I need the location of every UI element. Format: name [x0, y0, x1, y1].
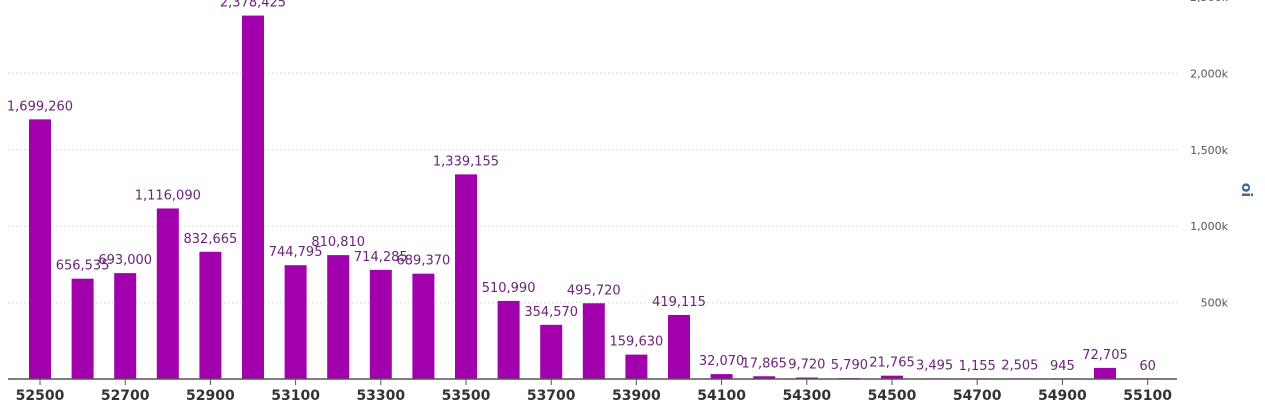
data-label: 495,720 — [567, 283, 621, 298]
data-label: 714,285 — [354, 250, 408, 265]
x-tick-label: 52700 — [101, 388, 150, 404]
data-label: 21,765 — [869, 356, 915, 371]
data-label: 1,116,090 — [135, 188, 201, 203]
data-label: 744,795 — [269, 245, 323, 260]
data-label: 32,070 — [699, 354, 745, 369]
x-tick-label: 54300 — [782, 388, 831, 404]
bar-53300[interactable] — [369, 269, 392, 379]
bar-53700[interactable] — [540, 324, 563, 379]
x-tick-label: 54700 — [953, 388, 1002, 404]
data-label: 9,720 — [788, 358, 825, 373]
bar-52700[interactable] — [114, 273, 137, 379]
bar-53500[interactable] — [455, 174, 477, 379]
data-label: 689,370 — [397, 254, 451, 269]
data-label: 1,699,260 — [7, 99, 73, 114]
data-label: 17,865 — [741, 356, 787, 371]
bar-54100[interactable] — [710, 374, 733, 379]
data-label: 832,665 — [184, 232, 238, 247]
y-tick-label: 2,000k — [1190, 67, 1228, 80]
bar-53000[interactable] — [242, 15, 264, 379]
bar-53800[interactable] — [582, 303, 605, 379]
x-tick-label: 52500 — [16, 388, 65, 404]
x-tick-label: 53300 — [356, 388, 405, 404]
data-label: 2,505 — [1001, 359, 1038, 374]
data-label: 510,990 — [482, 281, 536, 296]
x-tick-label: 54900 — [1038, 388, 1087, 404]
data-label: 810,810 — [311, 235, 365, 250]
x-tick-label: 54500 — [868, 388, 917, 404]
data-label: 693,000 — [98, 253, 152, 268]
data-label: 159,630 — [610, 335, 664, 350]
x-tick-label: 53900 — [612, 388, 661, 404]
y-tick-label: 1,000k — [1190, 220, 1228, 233]
data-label: 1,339,155 — [433, 154, 499, 169]
y-tick-label: 500k — [1201, 297, 1229, 310]
data-label: 1,155 — [959, 359, 996, 374]
y-axis-title: oi — [1238, 183, 1254, 197]
bar-53400[interactable] — [412, 273, 435, 379]
data-label: 72,705 — [1082, 348, 1128, 363]
bar-55000[interactable] — [1094, 367, 1116, 379]
bar-53900[interactable] — [625, 354, 648, 379]
y-tick-label: 1,500k — [1190, 144, 1228, 157]
bars — [29, 15, 1159, 379]
data-label: 354,570 — [524, 305, 578, 320]
y-axis-ticks: 500k 1,000k 1,500k 2,000k 2,500k — [1190, 0, 1228, 310]
bar-52500[interactable] — [29, 119, 51, 379]
bar-54500[interactable] — [881, 375, 903, 379]
data-label: 945 — [1050, 359, 1075, 374]
bar-52900[interactable] — [199, 251, 222, 379]
x-tick-label: 53500 — [442, 388, 491, 404]
bar-54000[interactable] — [668, 314, 690, 379]
data-label: 419,115 — [652, 295, 706, 310]
bar-53200[interactable] — [327, 255, 350, 379]
bar-53600[interactable] — [497, 300, 520, 379]
bar-54200[interactable] — [753, 376, 776, 379]
data-label: 60 — [1139, 359, 1156, 374]
x-tick-label: 53100 — [271, 388, 320, 404]
data-label: 5,790 — [831, 358, 868, 373]
x-tick-label: 53700 — [527, 388, 576, 404]
x-tick-label: 52900 — [186, 388, 235, 404]
bar-52600[interactable] — [71, 278, 94, 379]
x-axis-ticks: 52500 52700 52900 53100 53300 53500 53700 53900… — [16, 379, 1172, 404]
bar-53100[interactable] — [284, 265, 307, 379]
x-tick-label: 55100 — [1123, 388, 1172, 404]
y-tick-label: 2,500k — [1190, 0, 1228, 4]
x-tick-label: 54100 — [697, 388, 746, 404]
data-label: 3,495 — [916, 358, 953, 373]
data-label: 2,378,425 — [220, 0, 286, 11]
grid-lines — [8, 72, 1177, 304]
bar-52800[interactable] — [156, 208, 179, 379]
data-label: 656,535 — [56, 259, 110, 274]
